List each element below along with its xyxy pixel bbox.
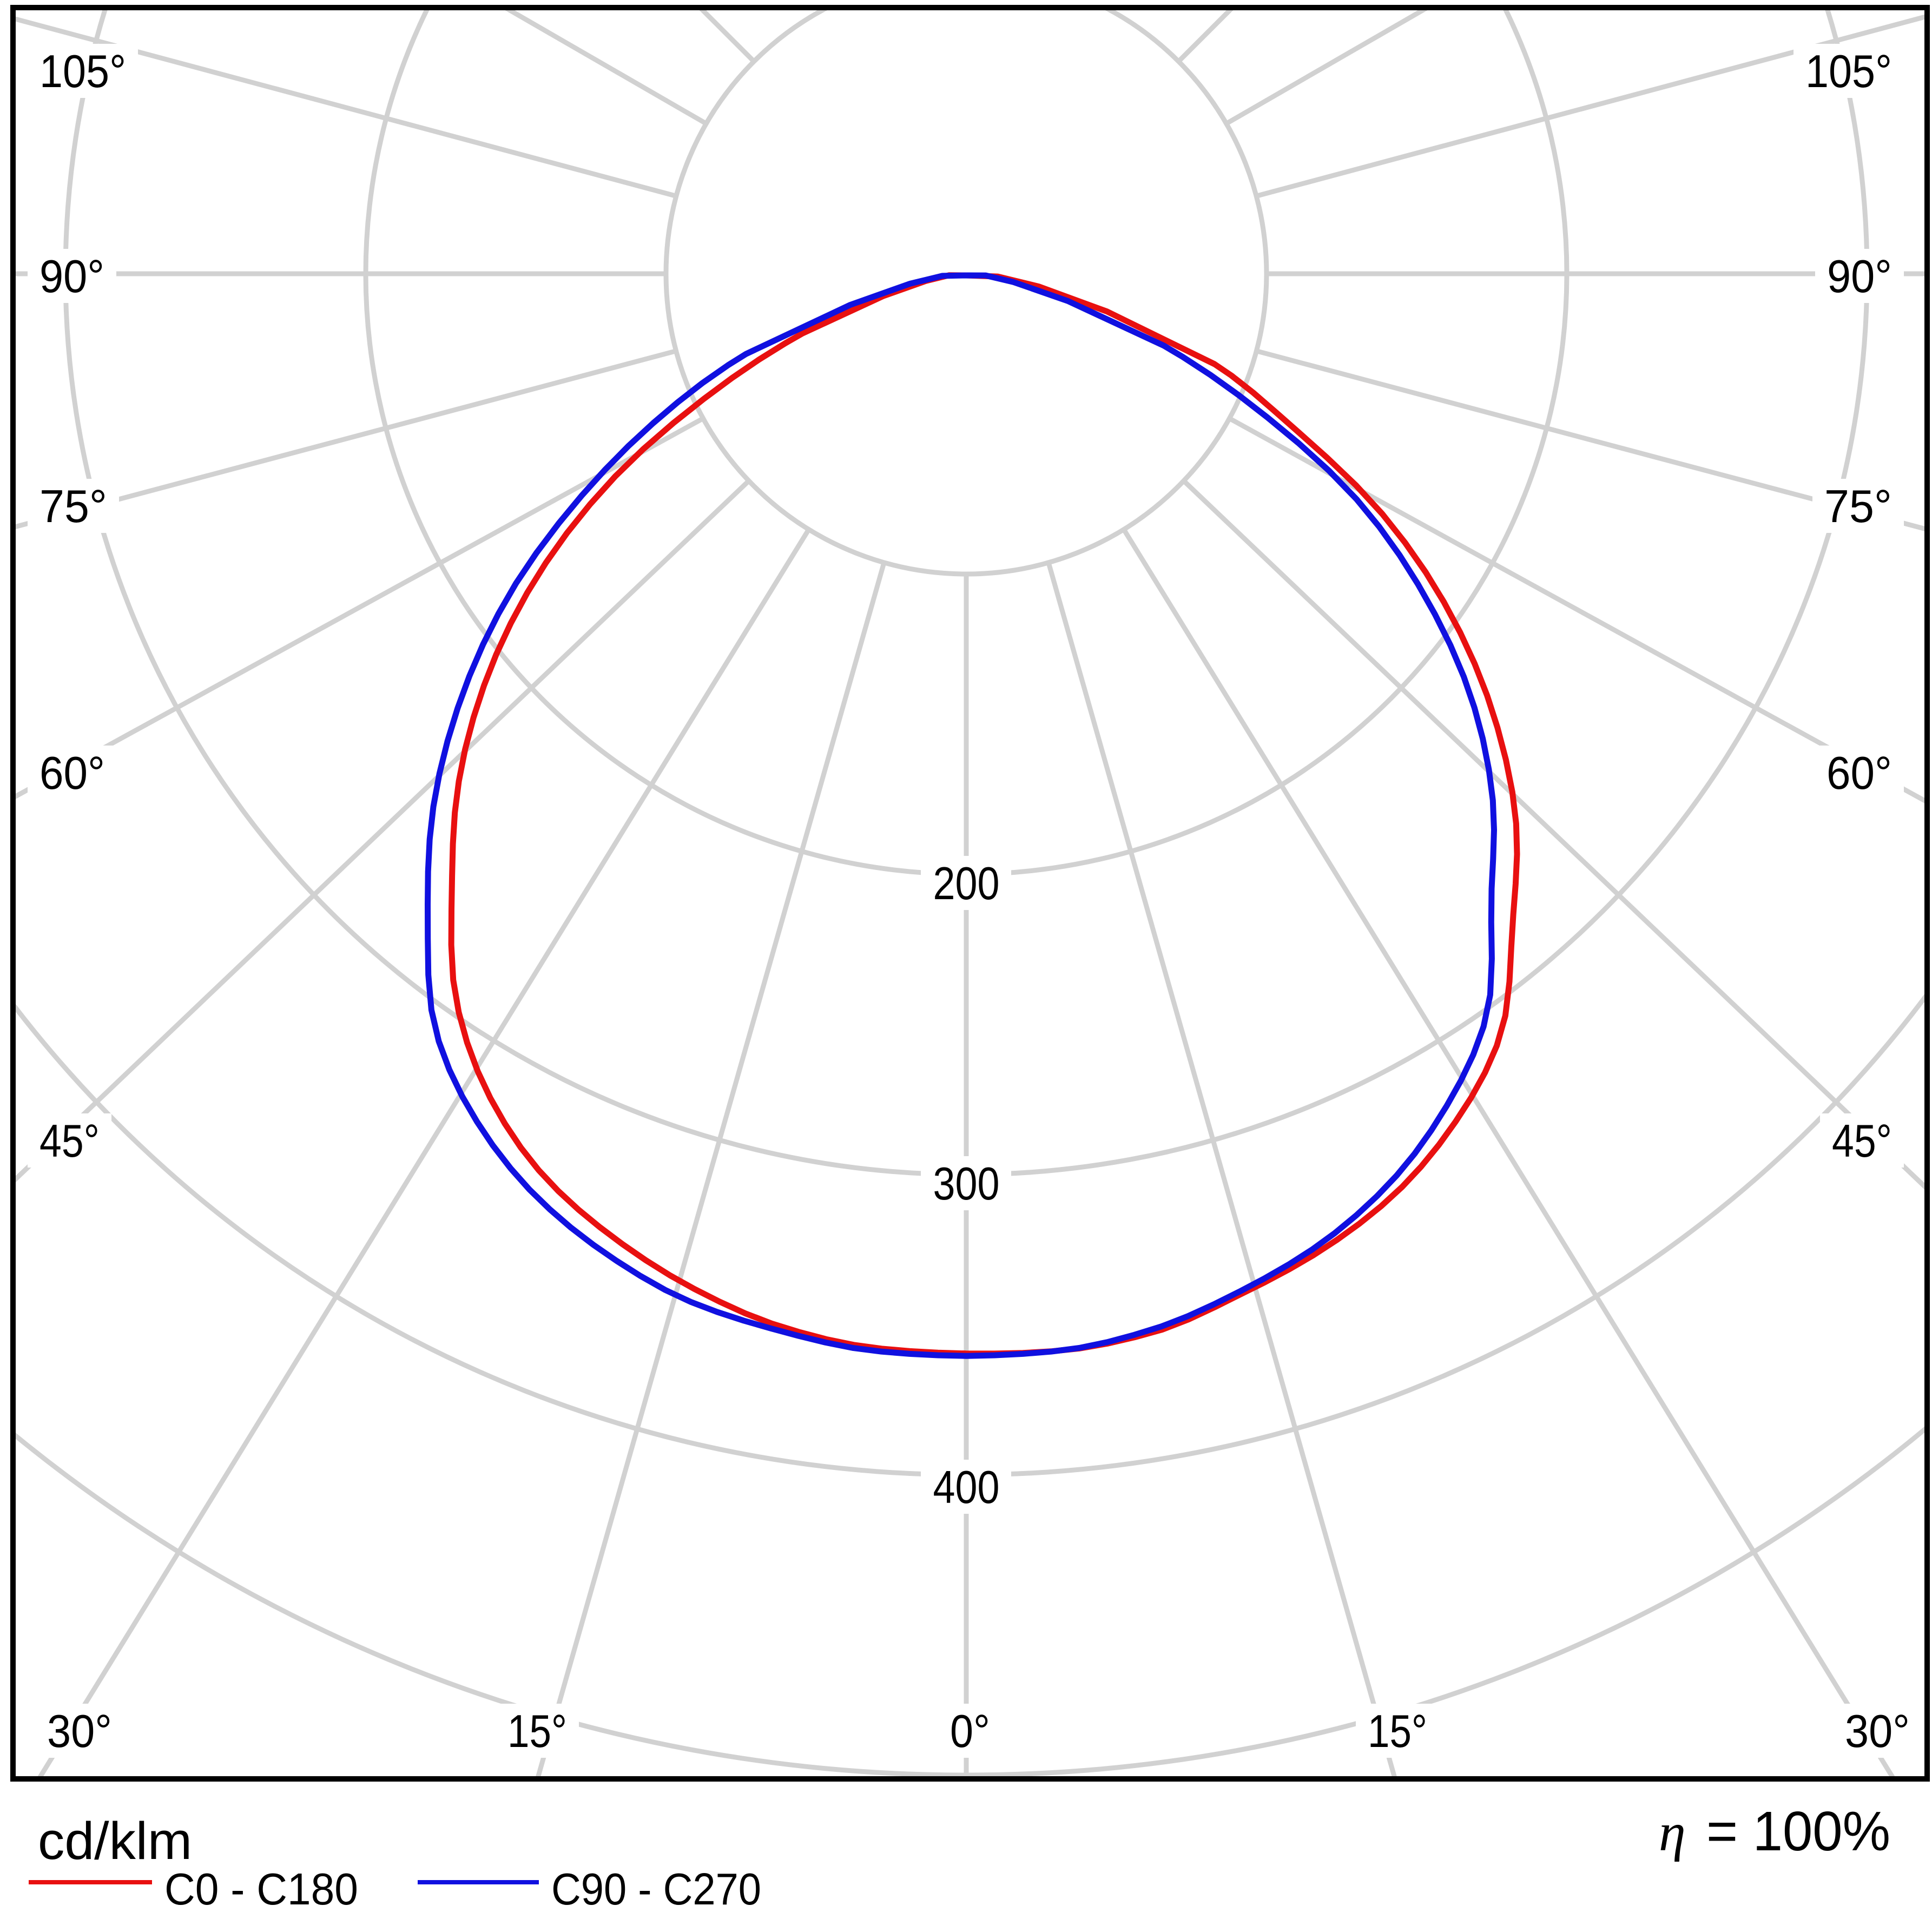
svg-text:C0 - C180: C0 - C180 [164, 1864, 358, 1914]
svg-text:0°: 0° [950, 1706, 990, 1757]
svg-text:C90 - C270: C90 - C270 [551, 1864, 761, 1914]
svg-text:90°: 90° [39, 251, 104, 302]
svg-text:30°: 30° [47, 1706, 112, 1757]
svg-text:15°: 15° [1368, 1706, 1427, 1757]
svg-text:45°: 45° [1832, 1116, 1892, 1167]
svg-text:300: 300 [933, 1158, 1000, 1210]
svg-text:200: 200 [933, 858, 1000, 909]
svg-text:cd/klm: cd/klm [38, 1811, 192, 1870]
svg-text:60°: 60° [39, 748, 105, 799]
svg-text:90°: 90° [1827, 251, 1892, 302]
svg-text:15°: 15° [507, 1706, 567, 1757]
svg-text:105°: 105° [39, 46, 126, 97]
svg-text:= 100%: = 100% [1706, 1800, 1890, 1862]
svg-text:η: η [1659, 1802, 1686, 1862]
svg-text:75°: 75° [1824, 481, 1892, 532]
svg-text:75°: 75° [39, 481, 107, 532]
svg-text:45°: 45° [39, 1116, 100, 1167]
svg-text:60°: 60° [1827, 748, 1892, 799]
svg-text:400: 400 [933, 1462, 1000, 1513]
svg-text:105°: 105° [1805, 46, 1892, 97]
svg-text:30°: 30° [1845, 1706, 1910, 1757]
